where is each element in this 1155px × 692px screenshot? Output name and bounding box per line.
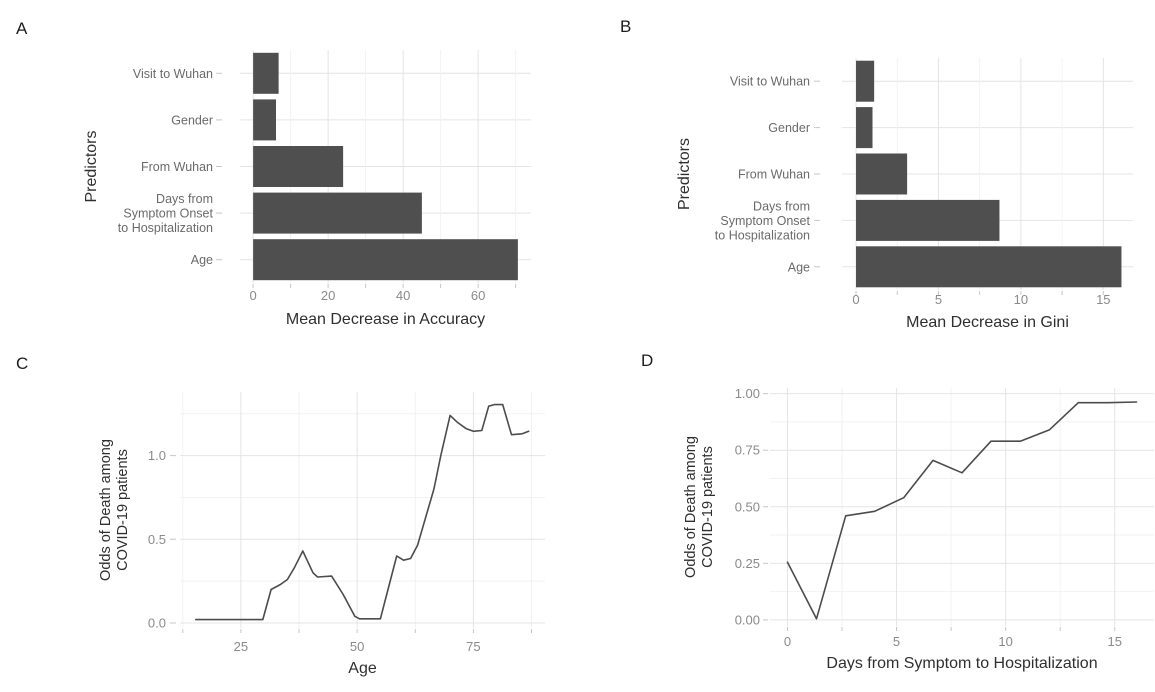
svg-text:From Wuhan: From Wuhan [738, 168, 810, 182]
svg-text:10: 10 [998, 634, 1012, 649]
svg-text:Age: Age [788, 260, 810, 274]
svg-text:Odds of Death among: Odds of Death among [98, 439, 114, 581]
svg-text:Symptom Onset: Symptom Onset [720, 214, 810, 228]
svg-text:Visit to Wuhan: Visit to Wuhan [133, 67, 213, 81]
svg-text:10: 10 [1014, 292, 1028, 307]
svg-text:25: 25 [234, 639, 248, 654]
svg-text:0.75: 0.75 [735, 443, 760, 458]
svg-text:From Wuhan: From Wuhan [141, 160, 213, 174]
panel-b-label: B [620, 17, 632, 36]
panel-c-chart: 25 50 75 0.0 0.5 1.0 Age Odds of Death among COV… [98, 392, 545, 677]
svg-text:Odds of Death among: Odds of Death among [683, 436, 699, 578]
svg-text:5: 5 [893, 634, 900, 649]
panel-b: B 0 5 10 15 Visit to Wuhan Gender From Wuhan Da… [578, 0, 1155, 346]
svg-text:Days from: Days from [156, 192, 213, 206]
panel-d-label: D [641, 351, 654, 370]
svg-text:Predictors: Predictors [83, 130, 100, 202]
svg-text:1.00: 1.00 [735, 386, 760, 401]
svg-text:40: 40 [396, 288, 410, 303]
svg-text:Visit to Wuhan: Visit to Wuhan [730, 75, 810, 89]
svg-text:60: 60 [471, 288, 485, 303]
svg-text:0.5: 0.5 [148, 532, 166, 547]
svg-text:Mean Decrease in Gini: Mean Decrease in Gini [906, 314, 1069, 331]
svg-text:0: 0 [852, 292, 859, 307]
svg-text:Days from Symptom to Hospitali: Days from Symptom to Hospitalization [826, 655, 1097, 672]
svg-text:COVID-19 patients: COVID-19 patients [115, 449, 131, 571]
svg-text:Age: Age [348, 660, 377, 677]
svg-text:Symptom Onset: Symptom Onset [123, 207, 213, 221]
panel-b-chart: 0 5 10 15 Visit to Wuhan Gender From Wuhan Days… [676, 58, 1133, 331]
svg-text:to Hospitalization: to Hospitalization [715, 228, 810, 242]
svg-text:Gender: Gender [171, 113, 213, 127]
svg-text:50: 50 [350, 639, 364, 654]
svg-text:75: 75 [466, 639, 480, 654]
panel-a-chart: 0 20 40 60 Visit to Wuhan Gender From Wuhan Day… [83, 50, 531, 328]
svg-text:Gender: Gender [768, 121, 810, 135]
svg-text:1.0: 1.0 [148, 448, 166, 463]
svg-text:0.00: 0.00 [735, 612, 760, 627]
svg-text:0.0: 0.0 [148, 615, 166, 630]
panel-c-label: C [16, 354, 29, 373]
svg-text:Mean Decrease in Accuracy: Mean Decrease in Accuracy [286, 311, 485, 328]
svg-text:to Hospitalization: to Hospitalization [118, 221, 213, 235]
panel-d-chart: 0 5 10 15 0.00 0.25 0.50 0.75 1.00 Days from Symp… [683, 386, 1154, 672]
svg-text:20: 20 [321, 288, 335, 303]
svg-text:Age: Age [191, 253, 213, 267]
svg-text:0.25: 0.25 [735, 556, 760, 571]
svg-text:Days from: Days from [753, 199, 810, 213]
panel-d: D 0 5 10 15 0.00 0.25 0.50 0.75 1.00 Days from Sy… [578, 346, 1155, 692]
panel-a-label: A [16, 19, 28, 38]
svg-text:15: 15 [1096, 292, 1110, 307]
svg-text:0.50: 0.50 [735, 499, 760, 514]
svg-text:0: 0 [784, 634, 791, 649]
svg-text:5: 5 [935, 292, 942, 307]
panel-a: A 0 20 40 60 Visit to Wuhan Gender From Wuhan D… [0, 0, 578, 346]
svg-text:Predictors: Predictors [676, 138, 693, 210]
svg-text:0: 0 [250, 288, 257, 303]
svg-text:15: 15 [1107, 634, 1121, 649]
svg-text:COVID-19 patients: COVID-19 patients [700, 446, 716, 568]
panel-c: C 25 50 75 0.0 0.5 1.0 Age Odds of Death among C… [0, 346, 578, 692]
